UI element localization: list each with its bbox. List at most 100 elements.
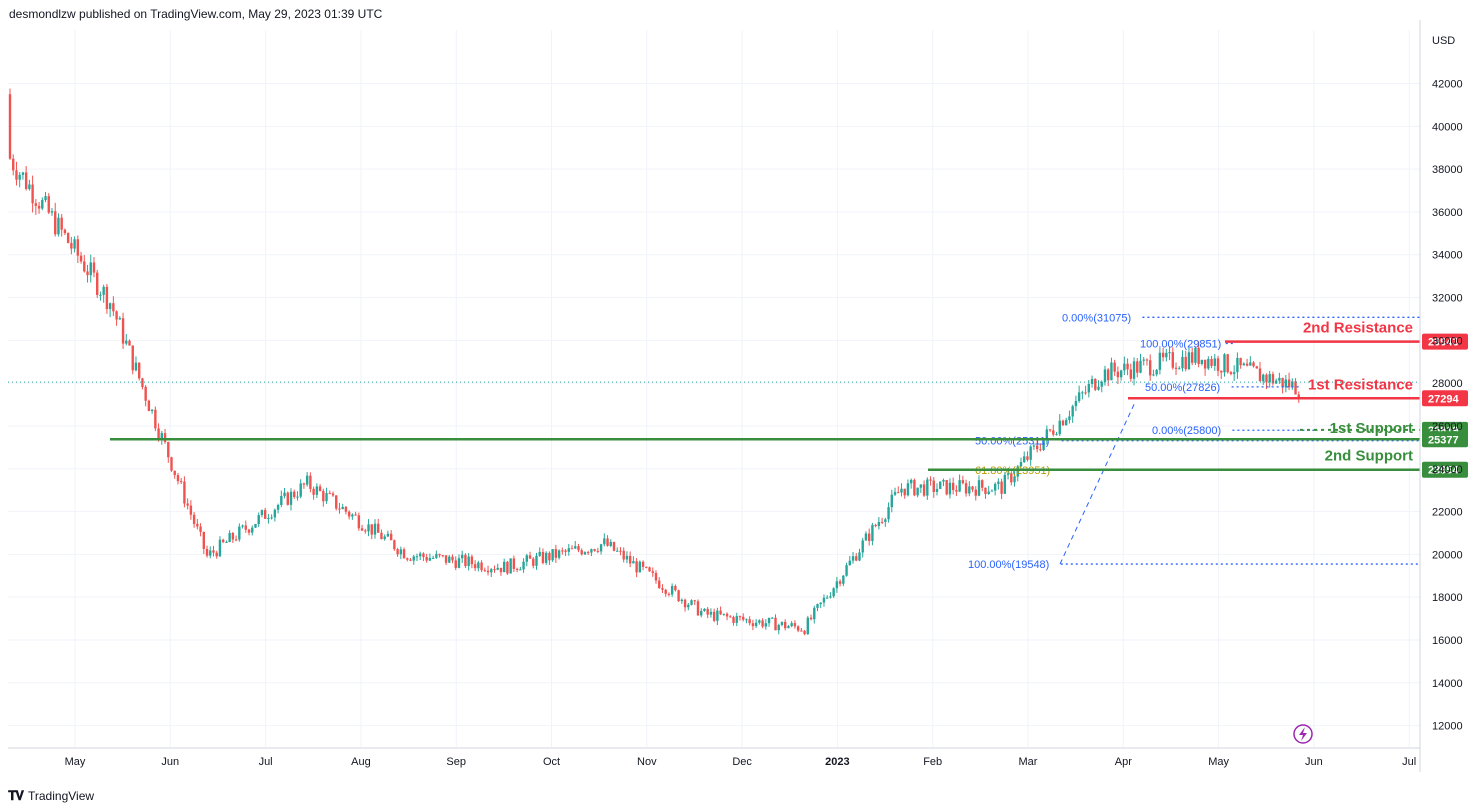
candle-body xyxy=(932,480,935,492)
candle-body xyxy=(661,588,664,590)
candle-body xyxy=(364,530,367,532)
candle-body xyxy=(658,580,661,589)
candle-body xyxy=(383,536,386,540)
candle-body xyxy=(128,340,131,346)
candle-body xyxy=(99,294,102,296)
candle-body xyxy=(1013,476,1016,483)
candle-body xyxy=(822,597,826,603)
candle-body xyxy=(1294,381,1297,395)
candle-body xyxy=(170,457,173,471)
candle-body xyxy=(997,481,1000,484)
candle-body xyxy=(716,610,719,621)
candle-body xyxy=(367,524,370,532)
candle-body xyxy=(926,479,929,496)
candle-body xyxy=(645,566,648,568)
candle-body xyxy=(496,567,499,570)
candle-body xyxy=(477,562,480,569)
x-tick-label: May xyxy=(65,756,86,768)
candle-body xyxy=(819,602,822,605)
price-tag-bg xyxy=(1422,333,1468,350)
candle-body xyxy=(993,483,997,491)
candle-body xyxy=(54,211,57,235)
y-tick-label: 18000 xyxy=(1432,592,1463,604)
y-tick-label: 36000 xyxy=(1432,207,1463,219)
candle-body xyxy=(231,532,235,540)
candle-body xyxy=(499,567,503,573)
candle-body xyxy=(1126,363,1129,370)
candle-body xyxy=(1000,481,1003,494)
candle-body xyxy=(1281,377,1284,388)
candle-body xyxy=(260,510,264,516)
candle-body xyxy=(299,483,302,497)
x-tick-label: 2023 xyxy=(825,756,849,768)
candle-body xyxy=(580,550,583,555)
candle-body xyxy=(1094,378,1097,390)
candle-body xyxy=(21,172,25,175)
candle-body xyxy=(583,552,587,555)
annotation-overlays: 0.00%(31075) 100.00%(29851) 50.00%(27826) 0… xyxy=(8,312,1468,744)
candle-body xyxy=(57,217,60,235)
candle-body xyxy=(389,533,393,541)
candle-body xyxy=(138,362,141,379)
candle-body xyxy=(574,546,577,549)
candle-body xyxy=(784,621,787,629)
candle-body xyxy=(1065,419,1068,426)
candle-body xyxy=(28,184,31,189)
candle-body xyxy=(422,553,425,558)
footer-brand: TradingView xyxy=(28,789,95,803)
candle-body xyxy=(1207,359,1210,369)
candle-body xyxy=(1174,367,1178,369)
candle-body xyxy=(1100,381,1103,387)
candle-body xyxy=(1023,456,1026,463)
candle-body xyxy=(803,630,806,635)
candle-body xyxy=(1081,392,1084,394)
candle-body xyxy=(670,586,674,595)
candle-body xyxy=(1168,352,1171,354)
candle-body xyxy=(1084,392,1087,394)
candle-body xyxy=(1132,361,1136,379)
x-tick-label: Aug xyxy=(351,756,371,768)
candle-body xyxy=(1190,352,1194,363)
candle-body xyxy=(809,617,813,620)
candle-body xyxy=(12,158,15,171)
candle-body xyxy=(984,487,987,494)
candle-body xyxy=(8,94,12,159)
candle-body xyxy=(131,345,134,371)
candle-body xyxy=(845,565,848,576)
candle-body xyxy=(370,524,373,535)
candle-body xyxy=(1029,446,1032,460)
candle-body xyxy=(1262,374,1265,382)
candle-body xyxy=(858,552,861,561)
candle-body xyxy=(851,556,855,561)
price-tag-label: 29943 xyxy=(1428,337,1459,349)
candle-body xyxy=(964,483,968,494)
candle-body xyxy=(729,616,732,618)
candle-body xyxy=(183,481,186,504)
candle-body xyxy=(515,568,519,570)
candle-body xyxy=(1194,347,1197,363)
candle-body xyxy=(764,623,768,627)
candle-body xyxy=(451,556,454,561)
candle-body xyxy=(202,531,205,549)
candle-body xyxy=(380,532,383,540)
candle-body xyxy=(1278,377,1281,381)
candle-body xyxy=(603,538,606,545)
candle-body xyxy=(638,561,642,573)
candle-body xyxy=(1045,429,1049,440)
candle-body xyxy=(774,617,777,631)
x-tick-label: Oct xyxy=(543,756,560,768)
candle-body xyxy=(987,491,990,494)
candle-body xyxy=(325,493,328,502)
candle-body xyxy=(677,590,680,602)
candle-body xyxy=(457,558,461,568)
y-tick-label: 22000 xyxy=(1432,507,1463,519)
candle-body xyxy=(599,544,603,552)
candle-body xyxy=(199,526,202,532)
candle-body xyxy=(360,528,364,531)
fib-level-label: 50.00%(27826) xyxy=(1145,382,1220,394)
candle-body xyxy=(742,616,745,620)
candle-body xyxy=(622,550,625,560)
candle-body xyxy=(425,557,428,561)
candle-body xyxy=(228,532,231,543)
